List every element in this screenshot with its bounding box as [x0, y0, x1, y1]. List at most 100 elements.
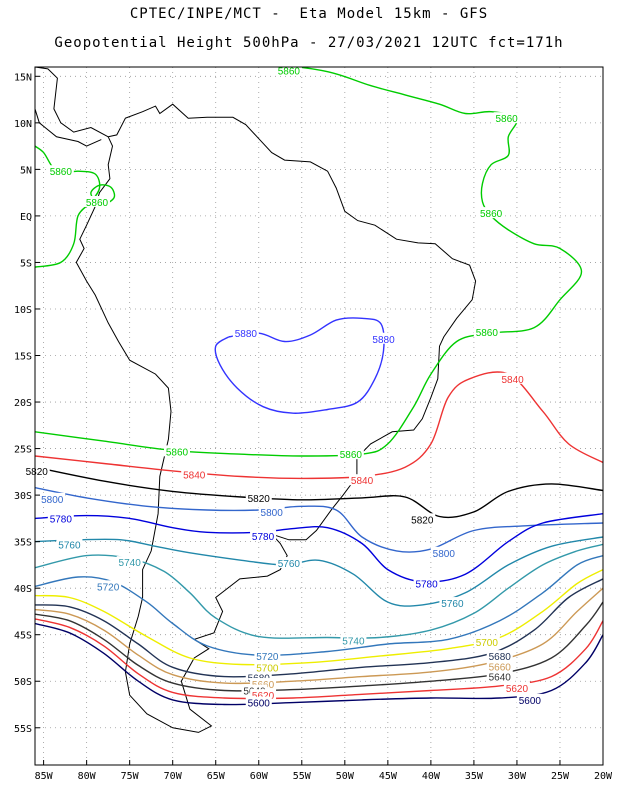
contour-label-5860: 5860 — [340, 450, 363, 461]
contour-label-bg — [370, 332, 397, 344]
lon-tick-label: 35W — [465, 771, 484, 782]
contour-label-bg — [250, 678, 277, 690]
coastline — [35, 67, 477, 733]
contour-label-5700: 5700 — [476, 638, 499, 649]
contour-label-5740: 5740 — [119, 558, 142, 569]
lat-tick-label: 35S — [14, 538, 32, 549]
contour-label-bg — [439, 597, 466, 609]
lat-tick-label: 5N — [20, 165, 32, 176]
contour-5660 — [35, 587, 603, 685]
lat-tick-label: 5S — [20, 258, 32, 269]
contour-5800 — [35, 487, 603, 553]
contour-label-bg — [337, 448, 364, 460]
contour-5700 — [35, 568, 603, 666]
contour-label-bg — [254, 650, 281, 662]
contour-label-bg — [250, 689, 277, 701]
lat-tick-label: 45S — [14, 631, 32, 642]
contour-label-bg — [409, 513, 436, 525]
contour-label-5780: 5780 — [252, 532, 275, 543]
south-america-coastline — [75, 103, 477, 733]
title-line-2: Geopotential Height 500hPa - 27/03/2021 … — [54, 35, 564, 51]
lat-tick-label: 40S — [14, 584, 32, 595]
lon-tick-label: 50W — [336, 771, 355, 782]
contour-label-bg — [39, 492, 66, 504]
contour-label-bg — [499, 372, 526, 384]
contour-5840 — [35, 371, 603, 480]
contour-label-5720: 5720 — [256, 652, 279, 663]
lon-tick-label: 20W — [594, 771, 613, 782]
lon-tick-label: 55W — [293, 771, 312, 782]
contour-label-5880: 5880 — [372, 335, 395, 346]
contour-5820 — [35, 466, 603, 519]
lon-tick-label: 70W — [164, 771, 183, 782]
contour-label-bg — [478, 207, 505, 219]
contour-label-5800: 5800 — [433, 549, 456, 560]
contour-label-bg — [486, 670, 513, 682]
contour-label-bg — [258, 505, 285, 517]
contour-label-bg — [56, 538, 83, 550]
contour-label-5700: 5700 — [256, 663, 279, 674]
contour-label-bg — [254, 661, 281, 673]
lat-tick-label: 30S — [14, 491, 32, 502]
contour-label-5740: 5740 — [342, 636, 365, 647]
contour-label-bg — [245, 491, 272, 503]
contour-label-5840: 5840 — [502, 375, 525, 386]
contour-label-bg — [486, 660, 513, 672]
contour-label-5760: 5760 — [278, 559, 301, 570]
contour-label-bg — [250, 530, 277, 542]
contour-label-bg — [164, 445, 190, 457]
contour-label-5840: 5840 — [351, 476, 374, 487]
lon-tick-label: 65W — [207, 771, 226, 782]
contour-label-5620: 5620 — [506, 684, 529, 695]
lat-tick-label: 50S — [14, 677, 32, 688]
contour-label-5760: 5760 — [441, 599, 464, 610]
contour-label-5820: 5820 — [248, 494, 271, 505]
contour-label-5860: 5860 — [476, 328, 499, 339]
contour-label-5600: 5600 — [248, 699, 271, 710]
contour-label-5860: 5860 — [480, 209, 503, 220]
contour-label-5840: 5840 — [183, 471, 206, 482]
contour-label-bg — [47, 165, 74, 177]
contour-label-bg — [181, 468, 208, 480]
contour-label-5780: 5780 — [415, 580, 438, 591]
contour-label-5860: 5860 — [166, 447, 189, 458]
contour-label-bg — [245, 696, 272, 708]
contour-label-bg — [486, 650, 513, 662]
contour-label-bg — [275, 64, 302, 76]
contour-label-bg — [473, 636, 500, 648]
map-frame — [34, 66, 604, 766]
lat-tick-label: 15N — [14, 72, 32, 83]
contour-label-5660: 5660 — [489, 662, 512, 673]
contour-label-bg — [245, 671, 272, 683]
lon-tick-label: 40W — [422, 771, 441, 782]
contour-label-5860: 5860 — [86, 198, 109, 209]
contour-5880 — [214, 317, 385, 414]
contour-label-bg — [473, 326, 500, 338]
contour-label-5820: 5820 — [411, 515, 434, 526]
plot-border — [34, 66, 604, 766]
contour-label-5720: 5720 — [97, 582, 120, 593]
contour-label-5860: 5860 — [495, 114, 518, 125]
lon-tick-label: 45W — [379, 771, 398, 782]
contour-label-bg — [116, 556, 143, 568]
contour-5600 — [35, 622, 603, 706]
contour-label-bg — [47, 512, 74, 524]
contour-label-5760: 5760 — [58, 540, 81, 551]
contour-label-5800: 5800 — [261, 508, 284, 519]
lon-tick-label: 25W — [551, 771, 570, 782]
contour-5620 — [35, 618, 603, 700]
contour-label-5860: 5860 — [278, 67, 301, 78]
contour-5760 — [35, 536, 603, 607]
contour-label-bg — [413, 577, 440, 589]
contour-label-5640: 5640 — [489, 673, 512, 684]
contour-label-bg — [83, 195, 110, 207]
lon-tick-label: 85W — [35, 771, 54, 782]
lon-tick-label: 30W — [508, 771, 527, 782]
contour-label-5800: 5800 — [41, 495, 64, 506]
contour-label-bg — [23, 464, 50, 476]
contour-label-bg — [503, 681, 530, 693]
central-america-pacific-coastline — [35, 108, 102, 147]
contour-label-5680: 5680 — [489, 652, 512, 663]
contour-5680 — [35, 578, 603, 678]
